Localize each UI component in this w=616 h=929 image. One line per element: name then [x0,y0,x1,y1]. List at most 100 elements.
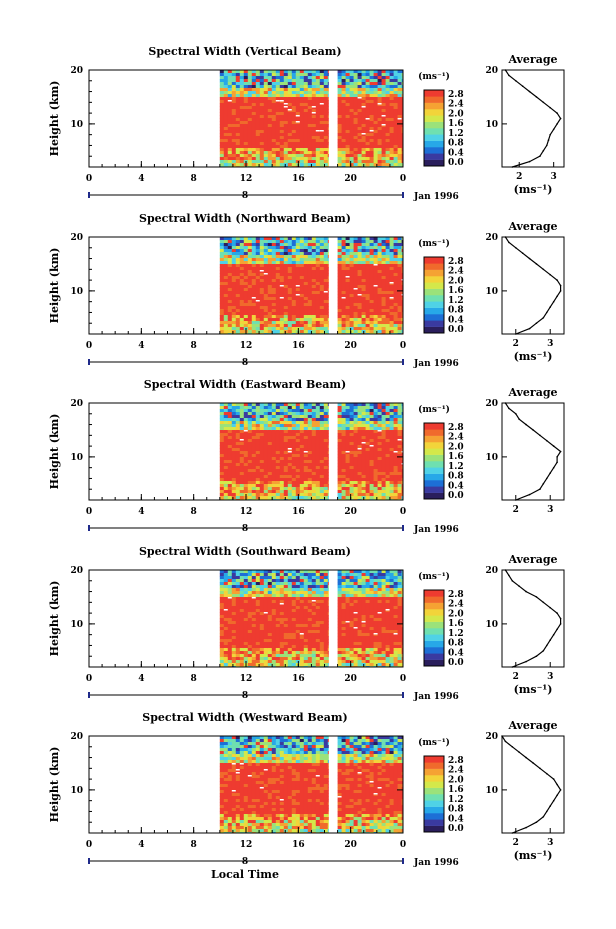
heat-cell [291,424,297,428]
heat-cell [251,157,257,161]
heat-cell [353,300,358,304]
heat-cell [219,481,225,485]
panel-1: Spectral Width (Vertical Beam)2010Height… [48,45,565,202]
heat-cell [283,487,289,491]
heat-cell [243,136,249,140]
heat-cell [259,85,265,89]
heat-cell [231,645,237,649]
heat-cell [235,76,241,80]
heat-cell [271,88,277,92]
profile-point [508,74,510,77]
heat-cell [397,318,402,322]
heat-cell [401,481,403,485]
heat-cell [373,145,378,149]
heat-cell [323,318,329,322]
heat-cell [227,484,233,488]
heat-cell [223,615,229,619]
heat-cell [389,88,394,92]
heat-cell [275,142,281,146]
heat-cell [303,445,309,449]
heat-cell [385,154,390,158]
heat-cell [303,460,309,464]
heat-cell [345,427,350,431]
heat-cell [315,321,321,325]
heat-cell [323,436,329,440]
heat-cell [361,136,366,140]
heat-cell [303,88,309,92]
heat-cell [227,591,233,595]
heat-cell [377,436,382,440]
profile-y-tick-label: 20 [485,233,498,243]
heat-cell [271,460,277,464]
heat-cell [369,252,374,256]
heat-cell [295,478,301,482]
heat-cell [259,496,265,500]
heat-cell [365,481,370,485]
profile-point [559,284,562,287]
heat-cell [311,451,317,455]
heat-cell [311,85,317,89]
heat-cell [307,258,313,262]
heat-cell [373,282,378,286]
heat-cell [223,448,229,452]
heat-cell [255,163,261,167]
heat-cell [295,91,301,95]
heat-cell [323,97,329,101]
heat-cell [219,103,225,107]
heatmap [219,403,403,500]
heat-cell [365,97,370,101]
heat-cell [227,139,233,143]
heat-cell [279,82,285,86]
heat-cell [365,142,370,146]
heat-cell [219,478,225,482]
heat-cell [327,246,329,250]
heat-cell [345,73,350,77]
heat-cell [381,243,386,247]
heat-cell [365,448,370,452]
heat-cell [361,76,366,80]
chart-title: Spectral Width (Northward Beam) [139,212,351,225]
heat-cell [323,291,329,295]
heat-cell [267,160,273,164]
heat-cell [243,421,249,425]
heat-cell [307,451,313,455]
heat-cell [337,321,342,325]
heat-cell [231,303,237,307]
heat-cell [279,255,285,259]
heat-cell [315,409,321,413]
heat-cell [389,160,394,164]
heat-cell [401,460,403,464]
heat-cell [377,273,382,277]
heat-cell [307,94,313,98]
heat-cell [219,282,225,286]
heat-cell [291,303,297,307]
heat-cell [385,76,390,80]
heat-cell [353,145,358,149]
heat-cell [319,412,325,416]
heat-cell [235,261,241,265]
heat-cell [323,412,329,416]
heat-cell [357,412,362,416]
heat-cell [271,112,277,116]
heat-cell [373,439,378,443]
heat-cell [315,160,321,164]
heat-cell [401,454,403,458]
heat-cell [263,273,269,277]
heat-cell [235,403,241,407]
heat-cell [255,70,261,74]
heat-cell [255,252,261,256]
heat-cell [291,85,297,89]
heat-cell [393,285,398,289]
heat-cell [401,118,403,122]
heat-cell [337,261,342,265]
colorbar-tick-label: 2.0 [448,276,464,286]
heat-cell [385,97,390,101]
heat-cell [275,163,281,167]
heat-cell [219,406,225,410]
heat-cell [307,481,313,485]
heat-cell [283,124,289,128]
heat-cell [227,270,233,274]
heat-cell [323,258,329,262]
heat-cell [349,124,354,128]
heat-cell [369,240,374,244]
